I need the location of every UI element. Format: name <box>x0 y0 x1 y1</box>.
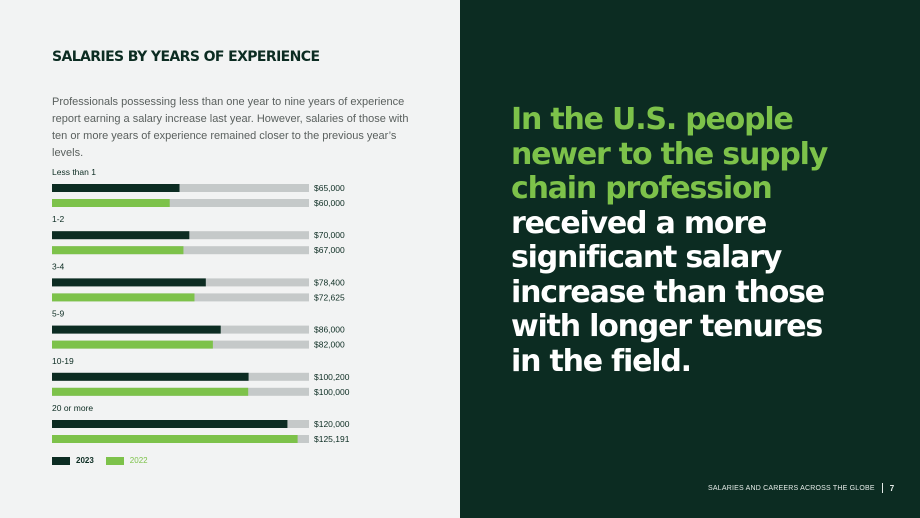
legend-swatch-2023 <box>52 456 70 465</box>
value-label-2023: $78,400 <box>314 277 345 287</box>
value-label-2023: $70,000 <box>314 230 345 240</box>
value-label-2022: $100,000 <box>314 387 350 397</box>
page-number: 7 <box>889 483 895 493</box>
page-footer: SALARIES AND CAREERS ACROSS THE GLOBE 7 <box>708 483 894 493</box>
value-label-2022: $67,000 <box>314 245 345 255</box>
pull-quote: In the U.S. people newer to the supply c… <box>511 102 831 379</box>
bar-2022 <box>52 293 195 302</box>
bar-2022 <box>52 435 298 443</box>
value-label-2022: $60,000 <box>314 198 345 208</box>
value-label-2023: $100,200 <box>314 372 350 382</box>
legend-item-2022: 2022 <box>105 456 148 465</box>
bar-2022 <box>52 340 213 349</box>
value-label-2022: $125,191 <box>314 434 350 444</box>
value-label-2022: $72,625 <box>314 292 345 302</box>
chart-legend: 2023 2022 <box>52 456 160 465</box>
bar-track <box>52 184 309 192</box>
bar-2023 <box>52 372 249 381</box>
category-label: 1-2 <box>52 214 65 224</box>
bar-2022 <box>52 199 170 207</box>
bar-2023 <box>52 184 180 192</box>
bar-2023 <box>52 420 288 428</box>
footer-divider <box>881 483 883 493</box>
pull-quote-rest: received a more significant salary incre… <box>511 205 825 379</box>
value-label-2023: $65,000 <box>314 183 345 193</box>
left-panel <box>0 0 460 518</box>
bar-2023 <box>52 278 206 287</box>
value-label-2023: $120,000 <box>314 419 350 429</box>
bar-2023 <box>52 325 221 334</box>
legend-label-2023: 2023 <box>76 456 94 465</box>
category-label: 5-9 <box>52 309 65 319</box>
salary-bar-chart: Less than 1 $65,000 $60,000 1-2 $70,000 $67,0… <box>52 167 350 444</box>
category-label: 20 or more <box>52 403 93 413</box>
category-label: Less than 1 <box>52 167 96 177</box>
value-label-2023: $86,000 <box>314 325 345 335</box>
right-panel <box>460 0 920 518</box>
bar-2022 <box>52 387 249 396</box>
pull-quote-highlight: In the U.S. people newer to the supply c… <box>511 102 828 206</box>
category-label: 3-4 <box>52 261 65 271</box>
section-heading: SALARIES BY YEARS OF EXPERIENCE <box>52 49 320 65</box>
bar-2022 <box>52 246 184 255</box>
legend-label-2022: 2022 <box>129 456 148 465</box>
bar-2023 <box>52 231 190 240</box>
legend-item-2023: 2023 <box>52 456 94 465</box>
footer-text: SALARIES AND CAREERS ACROSS THE GLOBE <box>708 484 875 492</box>
category-label: 10-19 <box>52 356 74 366</box>
legend-swatch-2022 <box>105 456 124 465</box>
bar-track <box>52 199 309 207</box>
value-label-2022: $82,000 <box>314 340 345 350</box>
intro-paragraph: Professionals possessing less than one y… <box>52 96 409 159</box>
